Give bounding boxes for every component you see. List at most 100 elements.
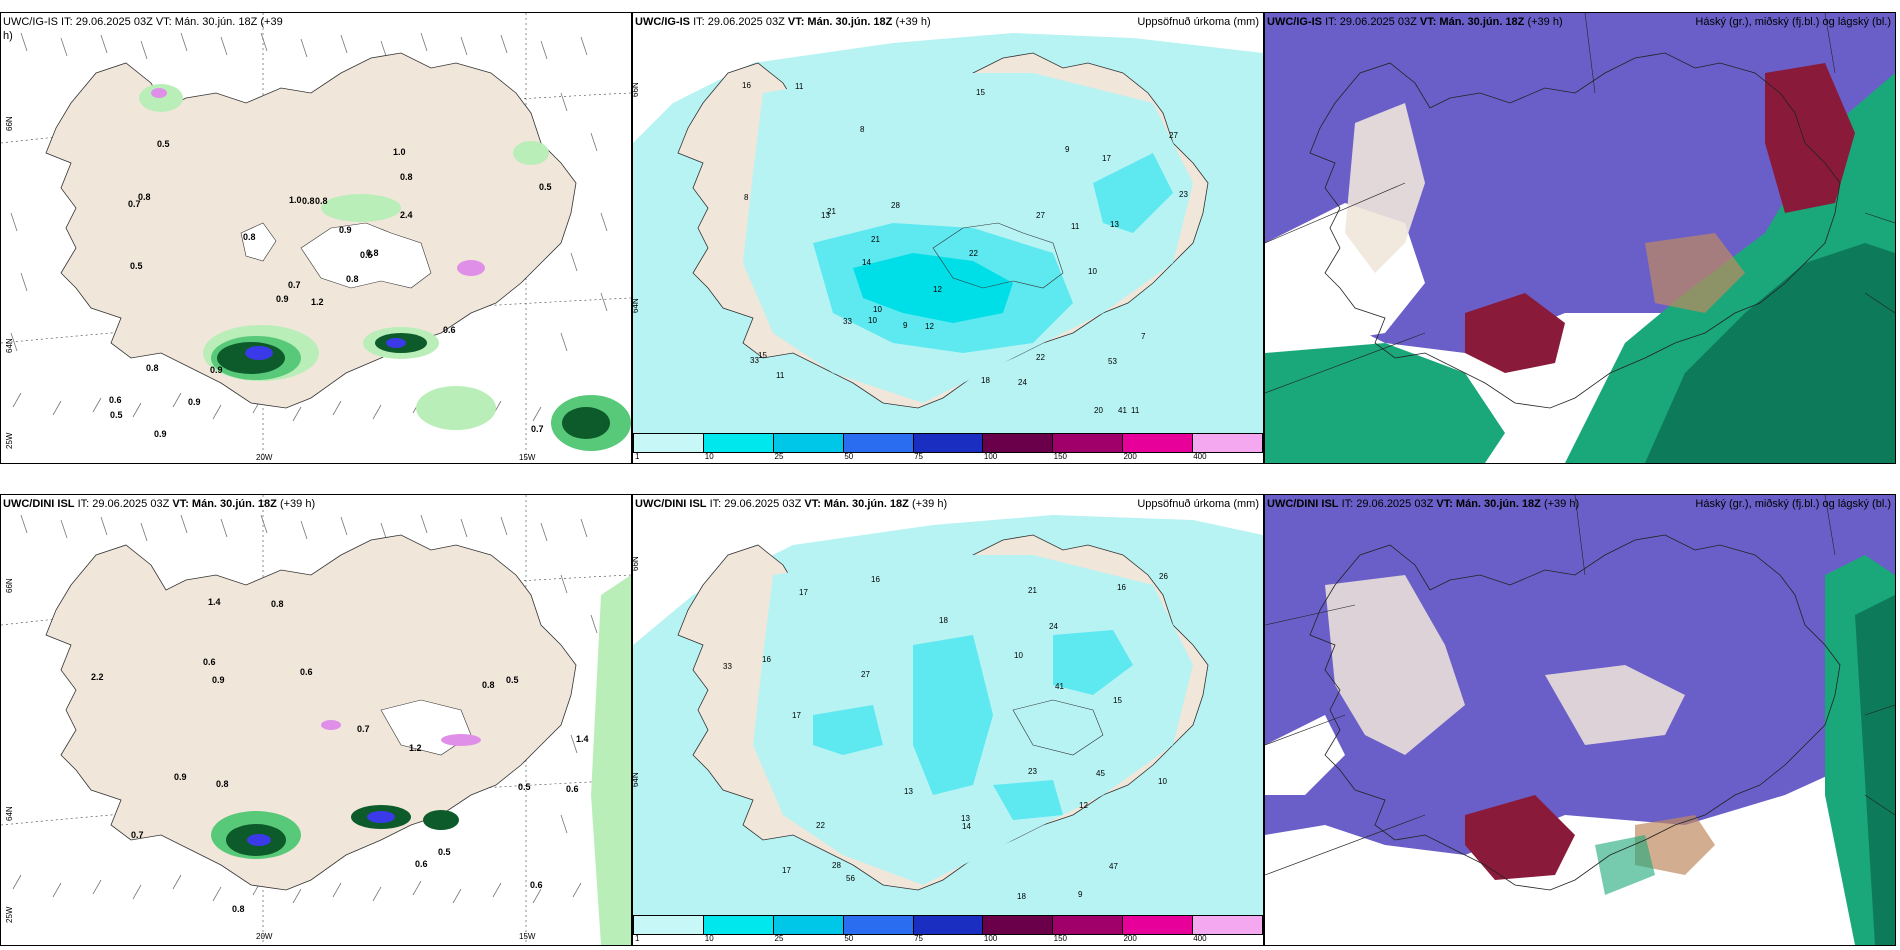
colorbar [633,433,1263,453]
precip-value: 0.9 [210,365,223,375]
precip-value: 0.7 [531,424,544,434]
colorbar-segment [983,434,1054,452]
colorbar-tick-label: 200 [1123,452,1137,461]
accum-value: 41 [1055,682,1064,691]
lat-label-64: 64N [632,772,640,787]
precip-value: 0.8 [302,196,315,206]
precip-value: 0.6 [443,325,456,335]
precip-value: 0.6 [300,667,313,677]
accum-value: 16 [742,81,751,90]
colorbar-tick-label: 100 [983,452,998,461]
colorbar-tick-label: 100 [983,934,998,943]
accum-value: 33 [843,317,852,326]
colorbar-tick-label: 75 [914,934,924,943]
colorbar-segment [843,916,914,934]
precip-value: 0.6 [415,859,428,869]
accum-value: 12 [1079,801,1088,810]
precip-value: 0.5 [130,261,143,271]
precip-value: 0.6 [530,880,543,890]
accum-value: 27 [1169,131,1178,140]
colorbar-segment [634,434,704,452]
precip-value: 0.6 [566,784,579,794]
accum-value: 18 [1017,892,1026,901]
map-panel-bottom-middle: UWC/DINI ISL IT: 29.06.2025 03Z VT: Mán.… [632,494,1264,946]
accum-value: 11 [1071,222,1080,231]
precip-value: 0.8 [232,904,245,914]
map-canvas [1265,495,1895,945]
accum-value: 17 [782,866,791,875]
accum-value: 24 [1049,622,1058,631]
panel-subtitle: Háský (gr.), miðský (fj.bl.) og lágský (… [1695,16,1891,28]
lat-label-66: 66N [5,578,14,593]
accum-value: 13 [1110,220,1119,229]
accum-value: 22 [969,249,978,258]
precip-value: 0.8 [400,172,413,182]
colorbar-segment [843,434,914,452]
accum-value: 33 [723,662,732,671]
accum-value: 12 [925,322,934,331]
precip-value: 0.7 [128,199,141,209]
map-canvas [1,495,631,945]
map-canvas [633,495,1263,945]
lon-label-15: 15W [519,932,536,941]
accum-value: 28 [891,201,900,210]
colorbar-tick-label: 25 [774,934,784,943]
accum-value: 47 [1109,862,1118,871]
accum-value: 26 [1159,572,1168,581]
precip-value: 1.2 [311,297,324,307]
accum-value: 20 [1094,406,1103,415]
map-panel-bottom-right: UWC/DINI ISL IT: 29.06.2025 03Z VT: Mán.… [1264,494,1896,946]
colorbar [633,915,1263,935]
accum-value: 45 [1096,769,1105,778]
accum-value: 10 [1014,651,1023,660]
accum-value: 9 [1065,145,1070,154]
accum-value: 16 [762,655,771,664]
accum-value: 10 [1088,267,1097,276]
colorbar-tick-label: 50 [844,452,854,461]
precip-value: 1.4 [576,734,589,744]
accum-value: 13 [961,814,970,823]
lon-label-20: 20W [256,453,273,462]
accum-value: 16 [1117,583,1126,592]
lat-label-64: 64N [5,338,14,353]
panel-title: UWC/DINI ISL IT: 29.06.2025 03Z VT: Mán.… [1267,498,1580,510]
panel-subtitle: Uppsöfnuð úrkoma (mm) [1137,498,1259,510]
precip-value: 0.5 [360,250,373,260]
accum-value: 17 [792,711,801,720]
accum-value: 23 [1179,190,1188,199]
accum-value: 15 [758,351,767,360]
precip-value: 0.8 [216,779,229,789]
accum-value: 9 [1078,890,1083,899]
panel-title: UWC/DINI ISL IT: 29.06.2025 03Z VT: Mán.… [3,498,316,510]
precip-value: 0.7 [288,280,301,290]
colorbar-segment [703,434,774,452]
accum-value: 12 [933,285,942,294]
accum-value: 8 [744,193,749,202]
precip-value: 0.9 [212,675,225,685]
accum-value: 15 [1113,696,1122,705]
accum-value: 11 [795,82,804,91]
precip-value: 0.8 [271,599,284,609]
accum-value: 18 [939,616,948,625]
lon-label-25: 25W [5,432,14,449]
accum-value: 10 [868,316,877,325]
precip-value: 0.8 [243,232,256,242]
lat-label-64: 64N [632,298,640,313]
accum-value: 13 [821,211,830,220]
lon-label-25: 25W [5,906,14,923]
accum-value: 7 [1141,332,1146,341]
colorbar-segment [1193,916,1263,934]
accum-value: 23 [1028,767,1037,776]
accum-value: 18 [981,376,990,385]
land-mass [45,52,577,409]
accum-value: 56 [846,874,855,883]
map-panel-top-right: UWC/IG-IS IT: 29.06.2025 03Z VT: Mán. 30… [1264,12,1896,464]
accum-value: 21 [1028,586,1037,595]
accum-value: 14 [862,258,871,267]
map-panel-top-middle: UWC/IG-IS IT: 29.06.2025 03Z VT: Mán. 30… [632,12,1264,464]
lon-label-15: 15W [519,453,536,462]
precip-value: 1.4 [208,597,221,607]
accum-value: 11 [776,371,785,380]
precip-value: 0.5 [539,182,552,192]
precip-value: 0.5 [506,675,519,685]
